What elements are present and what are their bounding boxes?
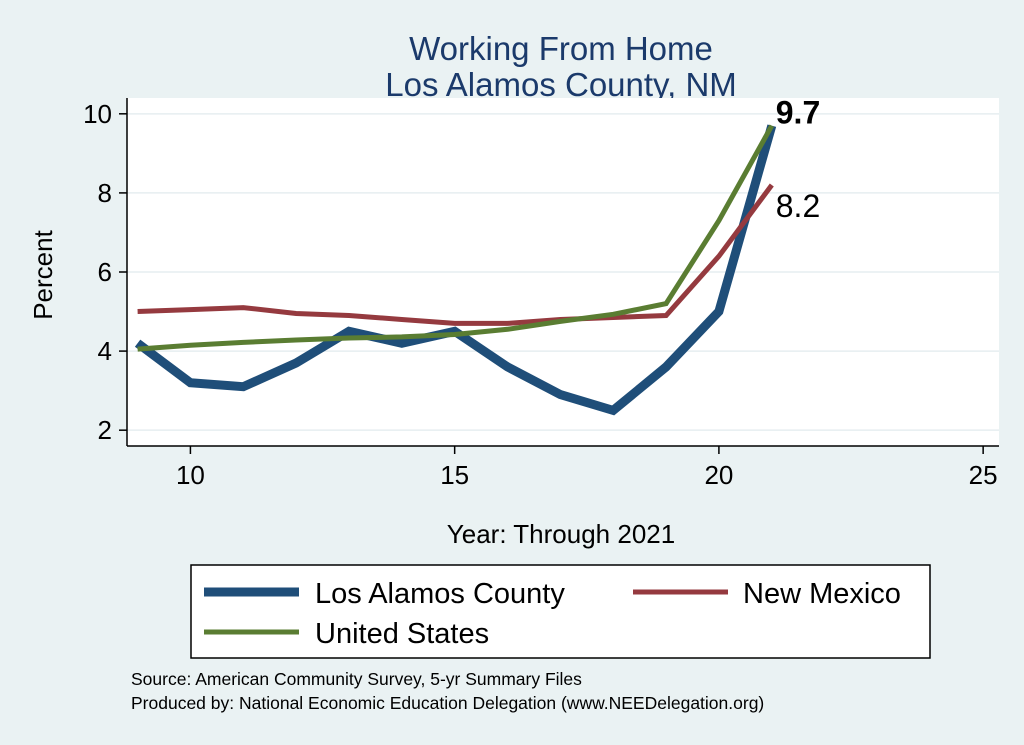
y-tick-label: 2 — [98, 415, 112, 445]
end-labels: 9.7 8.2 — [776, 95, 820, 224]
source-note: Source: American Community Survey, 5-yr … — [131, 669, 582, 689]
y-tick-label: 10 — [83, 99, 112, 129]
y-axis-ticks: 2 4 6 8 10 — [83, 99, 127, 445]
produced-by-note: Produced by: National Economic Education… — [131, 693, 764, 713]
y-tick-label: 6 — [98, 257, 112, 287]
chart-title-line-1: Working From Home — [409, 30, 713, 67]
legend-label-new-mexico: New Mexico — [743, 578, 901, 610]
legend-box — [190, 564, 931, 659]
x-tick-label: 15 — [440, 460, 469, 490]
gridlines — [127, 113, 999, 431]
y-tick-label: 8 — [98, 178, 112, 208]
x-tick-label: 20 — [704, 460, 733, 490]
x-axis-ticks: 10 15 20 25 — [176, 446, 998, 490]
x-tick-label: 10 — [176, 460, 205, 490]
end-label: 9.7 — [776, 95, 820, 131]
chart-title-line-2: Los Alamos County, NM — [385, 66, 737, 103]
end-label: 8.2 — [776, 188, 820, 224]
legend-label-los-alamos: Los Alamos County — [315, 578, 565, 610]
series-line-united-states — [137, 124, 774, 352]
series-line-new-mexico — [137, 183, 774, 326]
legend-label-united-states: United States — [315, 618, 489, 650]
x-tick-label: 25 — [969, 460, 998, 490]
y-tick-label: 4 — [98, 336, 112, 366]
series-lines — [134, 124, 777, 416]
y-axis-title: Percent — [28, 229, 58, 319]
x-axis-title: Year: Through 2021 — [447, 519, 675, 549]
series-line-los-alamos-county — [134, 124, 777, 416]
